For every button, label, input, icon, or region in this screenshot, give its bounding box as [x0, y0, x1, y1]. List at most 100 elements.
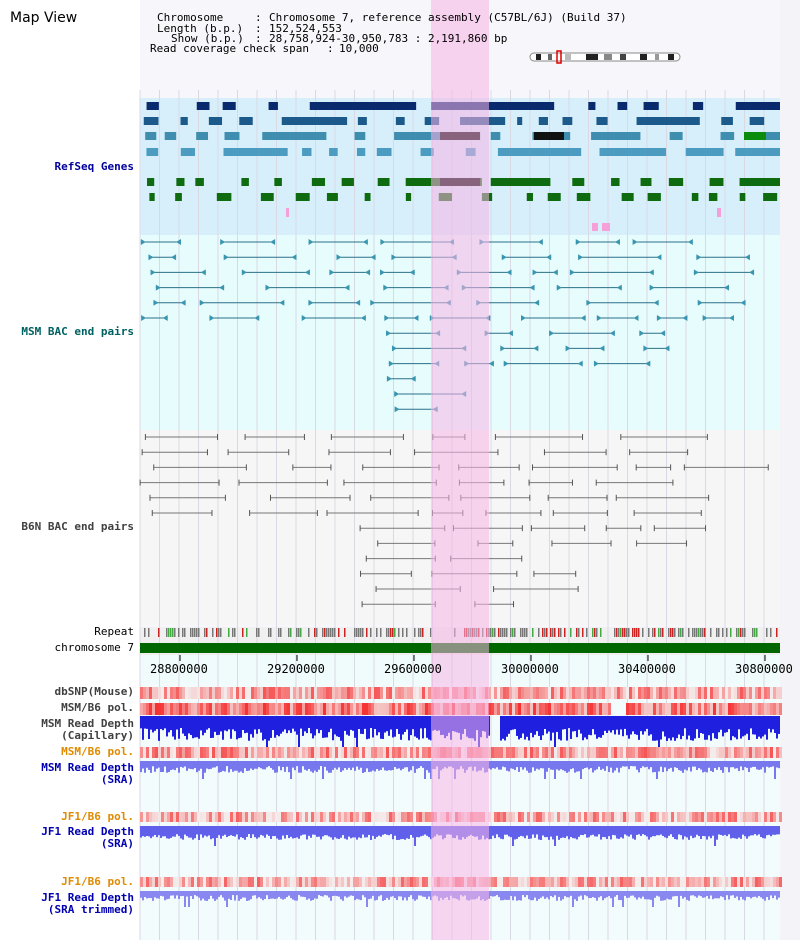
depth-bar [218, 761, 220, 773]
heat-cell [404, 747, 407, 758]
depth-bar [678, 716, 680, 735]
selection-highlight[interactable] [431, 0, 489, 940]
msm-bac-end [200, 269, 206, 276]
repeat-mark [526, 628, 528, 637]
depth-bar [754, 716, 756, 735]
heat-cell [602, 687, 605, 699]
heat-cell [293, 703, 296, 715]
msm-bac-end [220, 239, 226, 245]
heat-cell [512, 877, 515, 887]
heat-cell [374, 687, 377, 699]
depth-bar [278, 826, 280, 840]
depth-bar [394, 891, 396, 899]
heat-cell [713, 812, 716, 822]
depth-bar [590, 826, 592, 836]
track-label-msm-depth-cap-1[interactable]: MSM Read Depth [41, 717, 134, 730]
track-label-jf1-b6-pol-2[interactable]: JF1/B6 pol. [61, 875, 134, 888]
heat-cell [428, 812, 431, 822]
heat-cell [740, 877, 743, 887]
repeat-mark [510, 628, 512, 637]
msm-bac-end [199, 299, 205, 306]
depth-bar [318, 826, 320, 837]
track-label-jf1-depth-trim-1[interactable]: JF1 Read Depth [41, 891, 134, 904]
heat-cell [422, 747, 425, 758]
track-label-dbsnp[interactable]: dbSNP(Mouse) [54, 685, 134, 698]
heat-cell [521, 687, 524, 699]
heat-cell [416, 877, 419, 887]
heat-cell [320, 703, 323, 715]
depth-bar [272, 716, 274, 731]
heat-cell [428, 687, 431, 699]
depth-bar [322, 891, 324, 897]
depth-bar [372, 716, 374, 738]
heat-cell [692, 687, 695, 699]
repeat-mark [652, 628, 654, 637]
depth-bar [600, 716, 602, 738]
track-label-msm-b6-pol-1[interactable]: MSM/B6 pol. [61, 701, 134, 714]
depth-bar [746, 761, 748, 768]
heat-cell [305, 687, 308, 699]
heat-cell [680, 877, 683, 887]
repeat-mark [194, 628, 196, 637]
depth-bar [314, 826, 316, 835]
msm-bac-end [308, 299, 314, 306]
depth-bar [546, 761, 548, 772]
heat-cell [302, 703, 305, 715]
depth-bar [154, 716, 156, 731]
depth-bar [210, 716, 212, 738]
depth-bar [246, 826, 248, 837]
depth-bar [772, 716, 774, 730]
depth-bar [240, 891, 242, 900]
depth-bar [290, 716, 292, 733]
refseq-gene [222, 102, 236, 110]
depth-bar [326, 826, 328, 836]
heat-cell [410, 687, 413, 699]
depth-bar [300, 716, 302, 729]
heat-cell [326, 812, 329, 822]
depth-bar [232, 891, 234, 896]
track-label-msm-depth-sra-2: (SRA) [100, 773, 134, 786]
depth-bar [716, 716, 718, 739]
depth-bar [628, 716, 630, 739]
repeat-mark [490, 628, 492, 637]
depth-bar [418, 826, 420, 838]
msm-bac-end [653, 299, 659, 306]
depth-bar [338, 891, 340, 897]
repeat-mark [738, 628, 740, 637]
depth-bar [342, 716, 344, 747]
track-label-jf1-b6-pol-1[interactable]: JF1/B6 pol. [61, 810, 134, 823]
track-label-msm-b6-pol-2[interactable]: MSM/B6 pol. [61, 745, 134, 758]
heat-cell [611, 812, 614, 822]
heat-cell [611, 747, 614, 758]
heat-cell [233, 877, 236, 887]
depth-bar [368, 761, 370, 772]
depth-bar [252, 716, 254, 738]
track-label-b6n-bac[interactable]: B6N BAC end pairs [21, 520, 134, 533]
track-label-msm-bac[interactable]: MSM BAC end pairs [21, 325, 134, 338]
heat-cell [161, 812, 164, 822]
depth-bar [670, 891, 672, 900]
depth-bar [744, 761, 746, 768]
heat-cell [167, 703, 170, 715]
depth-bar [156, 761, 158, 769]
depth-bar [566, 891, 568, 898]
depth-bar [170, 891, 172, 896]
depth-bar [396, 761, 398, 769]
depth-bar [498, 761, 500, 770]
depth-bar [734, 826, 736, 839]
depth-bar [316, 761, 318, 773]
heat-cell [413, 703, 416, 715]
depth-bar [668, 891, 670, 900]
track-label-msm-depth-sra-1[interactable]: MSM Read Depth [41, 761, 134, 774]
depth-bar [286, 826, 288, 836]
depth-bar [378, 826, 380, 836]
msm-bac-end [254, 315, 260, 321]
heat-cell [383, 877, 386, 887]
heat-cell [743, 703, 746, 715]
track-label-refseq[interactable]: RefSeq Genes [54, 160, 134, 173]
depth-bar [776, 761, 778, 768]
depth-bar [404, 761, 406, 768]
track-label-jf1-depth-sra-1[interactable]: JF1 Read Depth [41, 825, 134, 838]
